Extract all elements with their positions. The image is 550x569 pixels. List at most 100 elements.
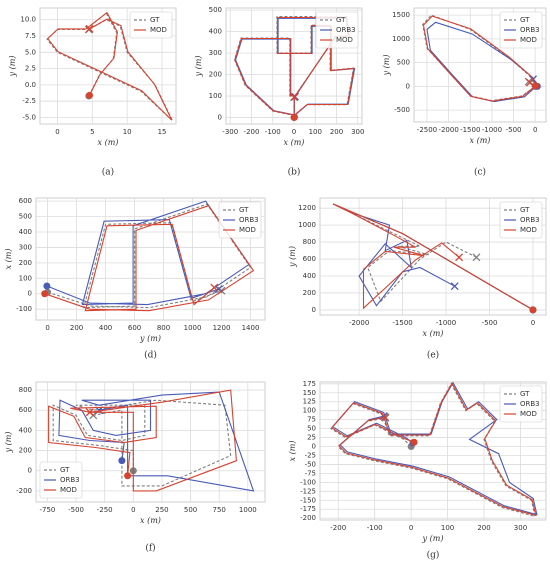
y-tick-label: 0 bbox=[312, 443, 316, 451]
y-tick-label: 300 bbox=[209, 49, 222, 57]
y-tick-label: 500 bbox=[209, 6, 222, 14]
x-tick-label: -500 bbox=[506, 126, 522, 134]
x-tick-label: -2000 bbox=[438, 126, 458, 134]
y-tick-label: -100 bbox=[300, 478, 316, 486]
y-tick-label: 500 bbox=[397, 59, 410, 67]
y-tick-label: 0 bbox=[28, 467, 32, 475]
legend-box bbox=[129, 11, 173, 39]
x-tick-label: -300 bbox=[222, 128, 238, 136]
y-tick-label: -50 bbox=[305, 460, 316, 468]
x-tick-label: 0 bbox=[409, 524, 413, 532]
y-tick-label: 0 bbox=[406, 82, 410, 90]
end-marker bbox=[380, 413, 389, 422]
y-tick-label: 100 bbox=[19, 274, 32, 282]
y-tick-label: 0 bbox=[312, 306, 316, 314]
x-tick-label: 10 bbox=[123, 128, 132, 136]
x-tick-label: -1000 bbox=[482, 126, 502, 134]
x-tick-label: 0 bbox=[131, 506, 135, 514]
x-tick-label: 250 bbox=[155, 506, 168, 514]
y-tick-label: 125 bbox=[303, 398, 316, 406]
y-tick-label: 400 bbox=[303, 272, 316, 280]
legend-label: GT bbox=[520, 206, 530, 214]
subplot: -2000 -1500 -1000 -500 0 0 200 400 600 800 1000 120… bbox=[288, 197, 547, 361]
y-tick-label: -125 bbox=[300, 487, 316, 495]
start-marker bbox=[529, 306, 537, 314]
trajectory-line bbox=[58, 391, 255, 492]
start-marker bbox=[290, 113, 298, 121]
start-marker bbox=[532, 82, 540, 90]
y-tick-label: 800 bbox=[303, 238, 316, 246]
x-tick-label: 200 bbox=[330, 128, 343, 136]
y-tick-label: -500 bbox=[394, 106, 410, 114]
x-tick-label: 0 bbox=[55, 128, 59, 136]
legend-label: GT bbox=[60, 466, 70, 474]
x-tick-label: -100 bbox=[265, 128, 281, 136]
y-tick-label: 100 bbox=[303, 407, 316, 415]
y-tick-label: -5.0 bbox=[22, 113, 36, 121]
trajectory-line bbox=[44, 205, 255, 312]
y-axis-label: y (m) bbox=[194, 56, 203, 78]
trajectory-line bbox=[332, 203, 534, 311]
y-axis-label: y (m) bbox=[8, 56, 17, 78]
y-axis-label: x (m) bbox=[288, 441, 297, 462]
legend-label: MOD bbox=[520, 36, 537, 44]
y-tick-label: 800 bbox=[19, 386, 32, 394]
legend-box bbox=[499, 201, 543, 239]
legend-box bbox=[218, 201, 262, 239]
legend-box bbox=[315, 11, 359, 49]
y-axis-label: y (m) bbox=[4, 432, 13, 454]
legend-label: GT bbox=[520, 16, 530, 24]
x-axis-label: x (m) bbox=[98, 138, 119, 147]
y-tick-label: 400 bbox=[19, 426, 32, 434]
x-tick-label: 500 bbox=[184, 506, 197, 514]
legend-label: MOD bbox=[520, 226, 537, 234]
y-tick-label: -175 bbox=[300, 505, 316, 513]
y-tick-label: 200 bbox=[19, 259, 32, 267]
x-tick-label: -750 bbox=[40, 506, 56, 514]
x-axis-label: x (m) bbox=[140, 516, 161, 525]
trajectory-line bbox=[47, 203, 252, 309]
trajectory-line bbox=[235, 17, 356, 118]
x-tick-label: 1000 bbox=[184, 324, 202, 332]
x-tick-label: 300 bbox=[351, 128, 364, 136]
legend-box bbox=[39, 461, 83, 499]
x-tick-label: -2000 bbox=[349, 319, 369, 327]
legend-label: MOD bbox=[60, 486, 77, 494]
trajectory-line bbox=[422, 14, 537, 102]
x-tick-label: 5 bbox=[90, 128, 94, 136]
y-tick-label: 1000 bbox=[392, 35, 410, 43]
y-tick-label: -25 bbox=[305, 451, 316, 459]
y-tick-label: 400 bbox=[209, 28, 222, 36]
subplot: 0 200 400 600 800 1000 1200 1400 -100 0 100 200 300 4… bbox=[4, 197, 266, 361]
x-tick-label: 750 bbox=[213, 506, 226, 514]
end-marker bbox=[455, 253, 464, 262]
y-tick-label: 1500 bbox=[392, 11, 410, 19]
legend-label: ORB3 bbox=[520, 26, 540, 34]
y-tick-label: -100 bbox=[16, 305, 32, 313]
end-marker bbox=[210, 283, 219, 292]
x-tick-label: 100 bbox=[441, 524, 454, 532]
y-tick-label: -200 bbox=[300, 514, 316, 522]
legend-label: MOD bbox=[150, 26, 167, 34]
y-tick-label: -150 bbox=[300, 496, 316, 504]
trajectory-line bbox=[330, 382, 537, 517]
y-tick-label: 300 bbox=[19, 243, 32, 251]
x-tick-label: -250 bbox=[97, 506, 113, 514]
end-marker bbox=[290, 92, 299, 101]
legend-label: ORB3 bbox=[520, 400, 540, 408]
subfigure-caption: (c) bbox=[474, 167, 486, 178]
x-tick-label: 400 bbox=[99, 324, 112, 332]
subfigure-caption: (g) bbox=[427, 550, 440, 561]
x-tick-label: 0 bbox=[531, 319, 535, 327]
trajectory-line bbox=[46, 11, 173, 121]
x-tick-label: 200 bbox=[70, 324, 83, 332]
start-marker bbox=[43, 282, 51, 290]
y-tick-label: 7.5 bbox=[25, 32, 36, 40]
end-marker bbox=[85, 24, 94, 33]
start-marker bbox=[410, 438, 418, 446]
y-tick-label: 175 bbox=[303, 380, 316, 388]
legend-box bbox=[499, 11, 543, 49]
subfigure-caption: (d) bbox=[144, 350, 157, 361]
subfigure-caption: (b) bbox=[288, 167, 301, 178]
